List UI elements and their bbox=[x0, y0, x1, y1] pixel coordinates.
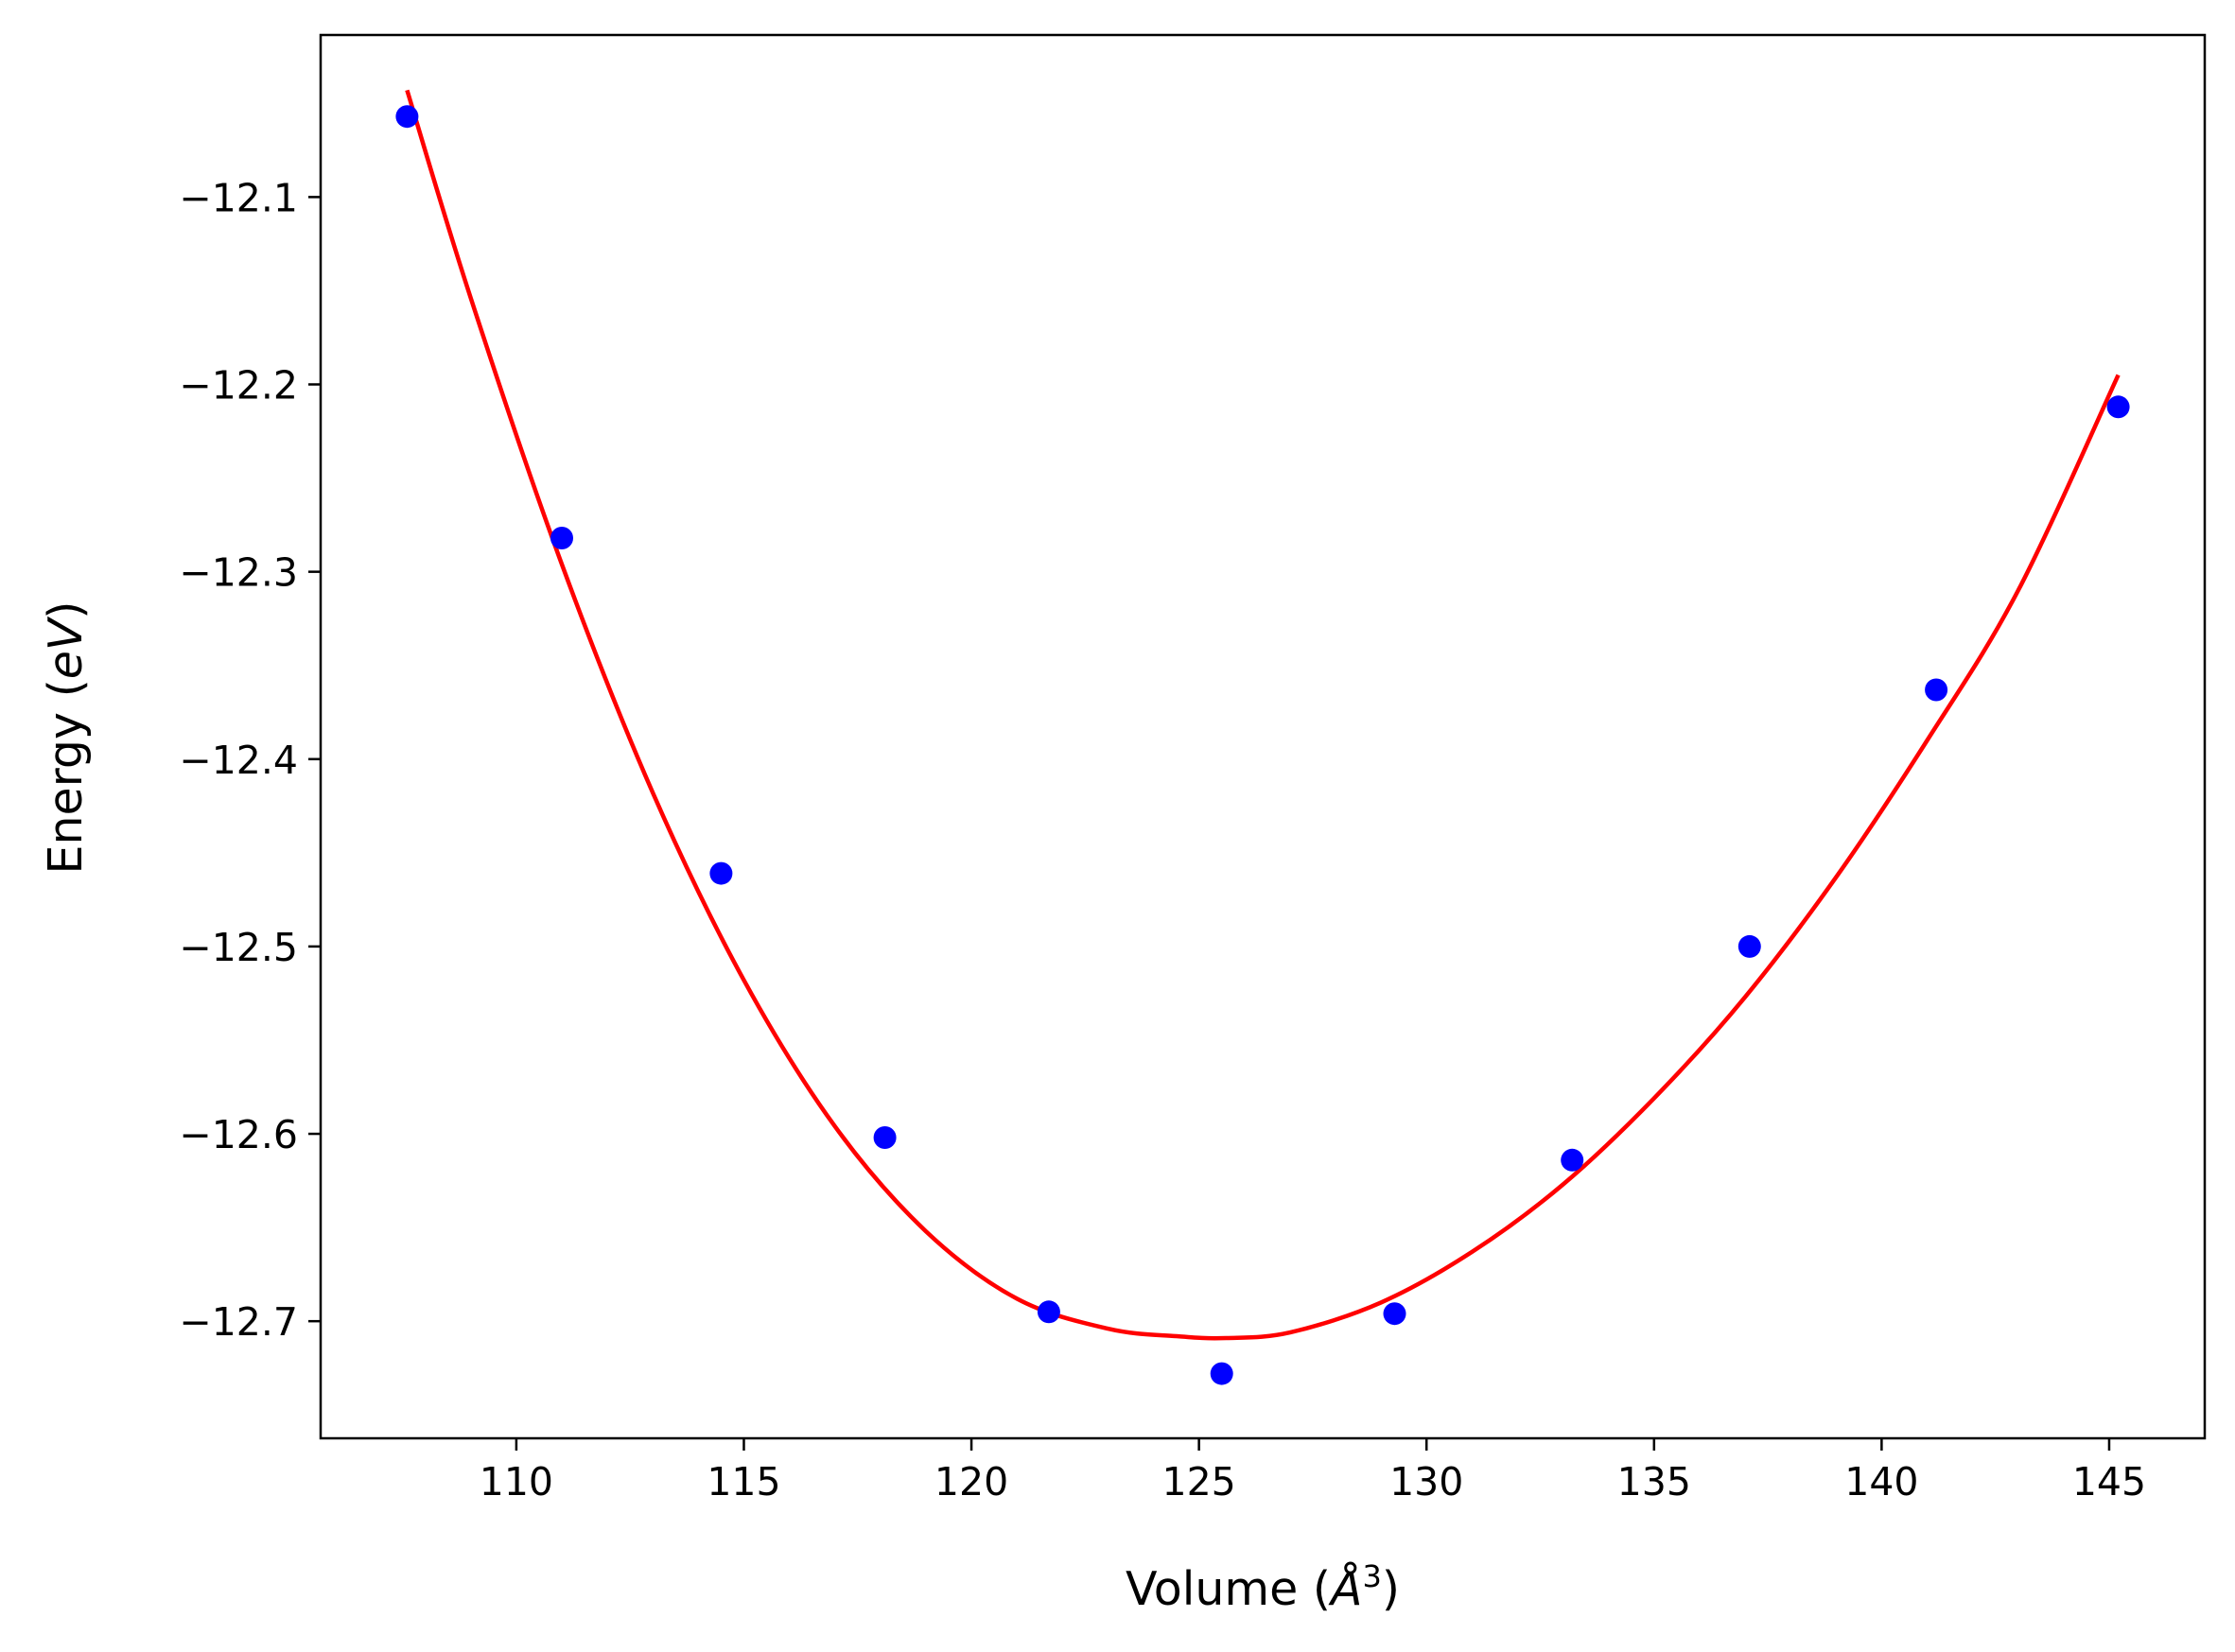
x-tick-label: 135 bbox=[1617, 1459, 1691, 1504]
x-tick-label: 130 bbox=[1389, 1459, 1463, 1504]
x-tick-label: 120 bbox=[934, 1459, 1008, 1504]
data-point bbox=[1925, 678, 1948, 702]
data-point bbox=[873, 1126, 897, 1149]
data-point bbox=[709, 861, 733, 885]
data-point bbox=[1561, 1148, 1584, 1172]
x-tick-label: 125 bbox=[1162, 1459, 1236, 1504]
x-tick-label: 110 bbox=[480, 1459, 553, 1504]
x-tick-label: 140 bbox=[1844, 1459, 1918, 1504]
data-point bbox=[2106, 395, 2130, 419]
y-tick-label: −12.7 bbox=[179, 1299, 298, 1345]
data-point bbox=[1037, 1300, 1060, 1324]
y-tick-label: −12.4 bbox=[179, 738, 298, 783]
data-point bbox=[1383, 1302, 1406, 1326]
data-point bbox=[550, 527, 573, 549]
plot-area bbox=[395, 89, 2130, 1385]
y-tick-label: −12.3 bbox=[179, 550, 298, 596]
y-tick-label: −12.5 bbox=[179, 925, 298, 970]
axes-frame bbox=[319, 33, 2207, 1440]
data-point bbox=[395, 105, 419, 129]
y-tick-label: −12.1 bbox=[179, 175, 298, 220]
x-tick-label: 115 bbox=[707, 1459, 780, 1504]
x-tick-label: 145 bbox=[2072, 1459, 2146, 1504]
fit-curve-line bbox=[405, 89, 2121, 1341]
data-point bbox=[1210, 1362, 1233, 1385]
x-axis-label: Volume (Å3) bbox=[1126, 1558, 1400, 1616]
y-axis-label: Energy (eV) bbox=[39, 600, 93, 874]
axis-ticks: 110 115 120 125 130 135 140 145 −12.1 −12.2 −12.3 −… bbox=[179, 175, 2146, 1504]
y-tick-label: −12.2 bbox=[179, 363, 298, 409]
y-tick-label: −12.6 bbox=[179, 1112, 298, 1157]
data-point bbox=[1737, 934, 1761, 958]
